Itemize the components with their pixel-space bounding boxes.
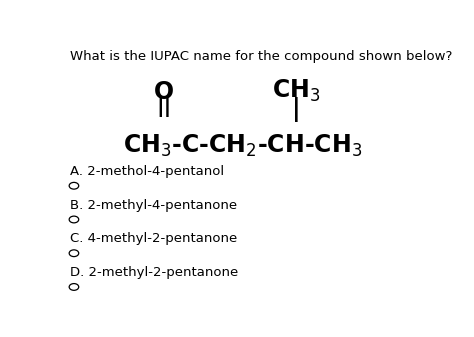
Text: A. 2-methol-4-pentanol: A. 2-methol-4-pentanol: [70, 165, 224, 178]
Text: C. 4-methyl-2-pentanone: C. 4-methyl-2-pentanone: [70, 233, 237, 245]
Text: D. 2-methyl-2-pentanone: D. 2-methyl-2-pentanone: [70, 266, 238, 279]
Text: ||: ||: [156, 96, 172, 117]
Text: CH$_3$: CH$_3$: [272, 78, 320, 104]
Text: CH$_3$-C-CH$_2$-CH-CH$_3$: CH$_3$-C-CH$_2$-CH-CH$_3$: [123, 132, 363, 159]
Text: O: O: [154, 80, 174, 104]
Text: What is the IUPAC name for the compound shown below?: What is the IUPAC name for the compound …: [70, 50, 453, 63]
Text: |: |: [292, 97, 301, 122]
Text: B. 2-methyl-4-pentanone: B. 2-methyl-4-pentanone: [70, 199, 237, 212]
